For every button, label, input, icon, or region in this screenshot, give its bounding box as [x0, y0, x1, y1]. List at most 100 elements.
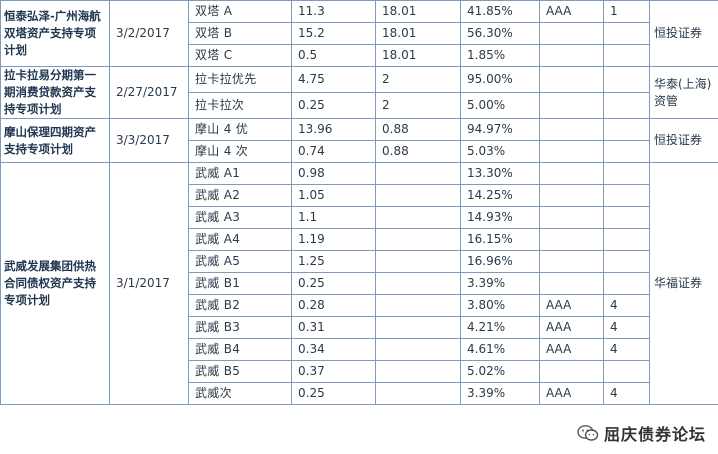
share-cell: 16.15% — [460, 228, 540, 251]
share-cell: 5.00% — [460, 92, 540, 119]
tranche-name-cell: 武威次 — [188, 382, 292, 405]
term-cell: 0.88 — [375, 140, 461, 163]
amount-cell: 0.5 — [291, 44, 376, 67]
table-row: 拉卡拉次 0.25 2 5.00% — [1, 92, 718, 119]
extra-cell — [603, 272, 650, 295]
amount-cell: 1.1 — [291, 206, 376, 229]
term-cell — [375, 316, 461, 339]
tranche-name-cell: 武威 A4 — [188, 228, 292, 251]
extra-cell — [603, 250, 650, 273]
amount-cell: 11.3 — [291, 0, 376, 23]
rating-cell — [539, 206, 604, 229]
table-row: 武威 B3 0.31 4.21% AAA 4 — [1, 316, 718, 339]
abs-issuance-table: 恒泰弘泽-广州海航双塔资产支持专项计划 3/2/2017 双塔 A 11.3 18.01… — [0, 0, 718, 405]
broker-cell: 华福证券 — [649, 162, 718, 405]
extra-cell: 4 — [603, 382, 650, 405]
amount-cell: 0.25 — [291, 272, 376, 295]
rating-cell — [539, 92, 604, 119]
amount-cell: 0.37 — [291, 360, 376, 383]
term-cell: 0.88 — [375, 118, 461, 141]
extra-cell — [603, 184, 650, 207]
term-cell: 18.01 — [375, 0, 461, 23]
share-cell: 3.39% — [460, 272, 540, 295]
share-cell: 3.39% — [460, 382, 540, 405]
term-cell: 2 — [375, 66, 461, 93]
issue-date-cell: 3/1/2017 — [109, 162, 189, 405]
amount-cell: 1.05 — [291, 184, 376, 207]
tranche-name-cell: 武威 A3 — [188, 206, 292, 229]
extra-cell — [603, 206, 650, 229]
term-cell — [375, 228, 461, 251]
extra-cell — [603, 162, 650, 185]
rating-cell — [539, 184, 604, 207]
tranche-name-cell: 摩山 4 优 — [188, 118, 292, 141]
share-cell: 56.30% — [460, 22, 540, 45]
tranche-name-cell: 武威 B2 — [188, 294, 292, 317]
tranche-name-cell: 武威 B4 — [188, 338, 292, 361]
tranche-name-cell: 摩山 4 次 — [188, 140, 292, 163]
issue-date-cell: 3/2/2017 — [109, 0, 189, 67]
extra-cell: 4 — [603, 316, 650, 339]
issue-date-cell: 3/3/2017 — [109, 118, 189, 163]
table-row: 双塔 B 15.2 18.01 56.30% — [1, 22, 718, 45]
rating-cell: AAA — [539, 316, 604, 339]
amount-cell: 0.25 — [291, 92, 376, 119]
rating-cell — [539, 66, 604, 93]
term-cell — [375, 206, 461, 229]
rating-cell — [539, 162, 604, 185]
rating-cell — [539, 44, 604, 67]
term-cell — [375, 382, 461, 405]
rating-cell: AAA — [539, 294, 604, 317]
share-cell: 4.61% — [460, 338, 540, 361]
tranche-name-cell: 武威 B5 — [188, 360, 292, 383]
term-cell — [375, 184, 461, 207]
tranche-name-cell: 武威 A2 — [188, 184, 292, 207]
extra-cell — [603, 140, 650, 163]
extra-cell: 1 — [603, 0, 650, 23]
issue-date-cell: 2/27/2017 — [109, 66, 189, 119]
wechat-icon — [577, 424, 599, 442]
term-cell: 18.01 — [375, 44, 461, 67]
rating-cell: AAA — [539, 338, 604, 361]
share-cell: 5.03% — [460, 140, 540, 163]
table-row: 武威 B4 0.34 4.61% AAA 4 — [1, 338, 718, 361]
amount-cell: 0.74 — [291, 140, 376, 163]
share-cell: 1.85% — [460, 44, 540, 67]
extra-cell — [603, 118, 650, 141]
rating-cell — [539, 250, 604, 273]
broker-cell: 华泰(上海)资管 — [649, 66, 718, 119]
amount-cell: 0.25 — [291, 382, 376, 405]
product-name-cell: 拉卡拉易分期第一期消费贷款资产支持专项计划 — [0, 66, 110, 119]
broker-cell: 恒投证券 — [649, 118, 718, 163]
amount-cell: 0.31 — [291, 316, 376, 339]
extra-cell — [603, 66, 650, 93]
rating-cell — [539, 140, 604, 163]
amount-cell: 0.98 — [291, 162, 376, 185]
term-cell — [375, 338, 461, 361]
term-cell — [375, 272, 461, 295]
product-name-cell: 武威发展集团供热合同债权资产支持专项计划 — [0, 162, 110, 405]
tranche-name-cell: 武威 A1 — [188, 162, 292, 185]
rating-cell — [539, 22, 604, 45]
tranche-name-cell: 武威 B1 — [188, 272, 292, 295]
watermark-text: 屈庆债券论坛 — [603, 425, 706, 444]
share-cell: 13.30% — [460, 162, 540, 185]
table-row: 双塔 C 0.5 18.01 1.85% — [1, 44, 718, 67]
broker-cell: 恒投证券 — [649, 0, 718, 67]
amount-cell: 0.28 — [291, 294, 376, 317]
tranche-name-cell: 拉卡拉优先 — [188, 66, 292, 93]
tranche-name-cell: 双塔 C — [188, 44, 292, 67]
product-name-cell: 恒泰弘泽-广州海航双塔资产支持专项计划 — [0, 0, 110, 67]
rating-cell: AAA — [539, 382, 604, 405]
extra-cell: 4 — [603, 338, 650, 361]
watermark: 屈庆债券论坛 — [572, 420, 710, 446]
rating-cell — [539, 272, 604, 295]
extra-cell — [603, 360, 650, 383]
table-row: 武威次 0.25 3.39% AAA 4 — [1, 382, 718, 405]
table-row: 恒泰弘泽-广州海航双塔资产支持专项计划 3/2/2017 双塔 A 11.3 18.01… — [0, 0, 718, 67]
share-cell: 94.97% — [460, 118, 540, 141]
extra-cell — [603, 92, 650, 119]
rating-cell — [539, 228, 604, 251]
amount-cell: 13.96 — [291, 118, 376, 141]
amount-cell: 4.75 — [291, 66, 376, 93]
